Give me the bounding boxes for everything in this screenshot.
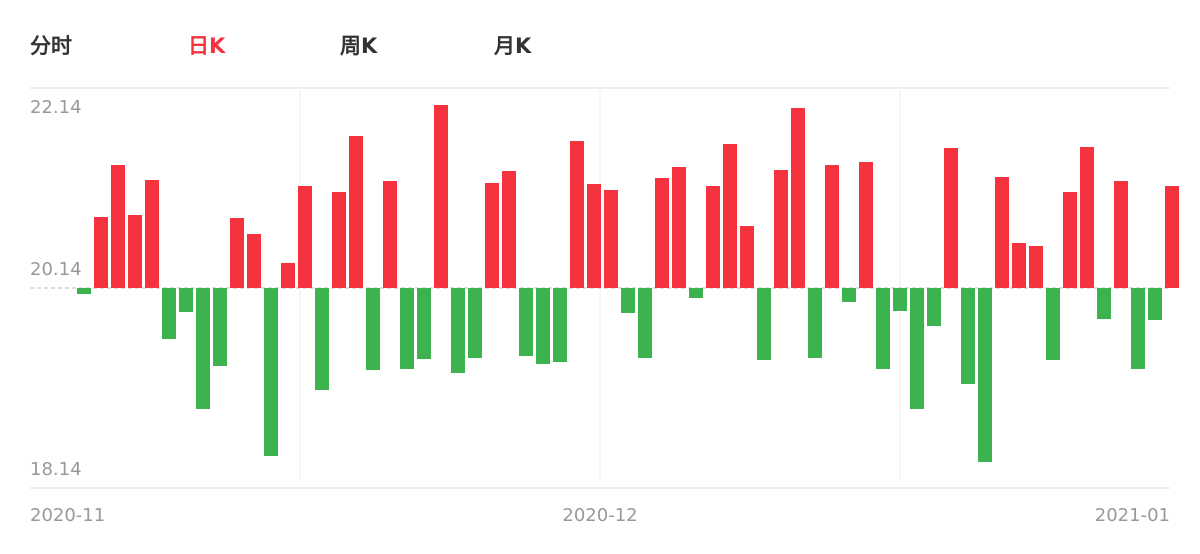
bar [757, 288, 771, 360]
bar [876, 288, 890, 369]
bar [264, 288, 278, 456]
bar [1080, 147, 1094, 288]
bar [995, 177, 1009, 288]
bar [1012, 243, 1026, 288]
bar [332, 192, 346, 288]
bar [910, 288, 924, 409]
bar [1063, 192, 1077, 288]
bar [451, 288, 465, 373]
bar [1046, 288, 1060, 360]
tab[interactable]: 周K [340, 34, 378, 58]
bar [553, 288, 567, 362]
bar [94, 217, 108, 288]
bar [689, 288, 703, 298]
bar [672, 167, 686, 288]
bar [349, 136, 363, 288]
bar [383, 181, 397, 288]
tab[interactable]: 日K [188, 34, 226, 58]
bar [638, 288, 652, 358]
bar [1114, 181, 1128, 288]
bar [128, 215, 142, 288]
y-tick-label: 18.14 [30, 459, 82, 480]
bar [162, 288, 176, 339]
bar [417, 288, 431, 359]
bar [145, 180, 159, 288]
bar [893, 288, 907, 311]
bar [621, 288, 635, 313]
y-tick-label: 22.14 [30, 97, 82, 118]
bar [1165, 186, 1179, 288]
bar [111, 165, 125, 288]
bar [213, 288, 227, 366]
x-tick-label: 2021-01 [1095, 505, 1170, 526]
bar [502, 171, 516, 288]
bar [196, 288, 210, 409]
x-tick-label: 2020-11 [30, 505, 105, 526]
bar [468, 288, 482, 358]
bar [842, 288, 856, 302]
x-tick-label: 2020-12 [562, 505, 637, 526]
bar [655, 178, 669, 288]
bar [1148, 288, 1162, 320]
bar [808, 288, 822, 358]
bar [774, 170, 788, 288]
bar [706, 186, 720, 288]
bar [1097, 288, 1111, 319]
bar [859, 162, 873, 288]
bar [230, 218, 244, 288]
bar [723, 144, 737, 288]
tab[interactable]: 月K [494, 34, 532, 58]
bar [961, 288, 975, 384]
y-tick-label: 20.14 [30, 259, 82, 280]
bar [519, 288, 533, 356]
bar [247, 234, 261, 288]
bar [1029, 246, 1043, 288]
bar [978, 288, 992, 462]
bar [434, 105, 448, 288]
bar [366, 288, 380, 370]
bar [400, 288, 414, 369]
bar [485, 183, 499, 288]
bar [281, 263, 295, 288]
tab[interactable]: 分时 [30, 34, 72, 58]
bar [1131, 288, 1145, 369]
bar [944, 148, 958, 288]
bar [570, 141, 584, 288]
bar [315, 288, 329, 390]
bar [298, 186, 312, 288]
bar [77, 288, 91, 294]
bar [740, 226, 754, 288]
bar [587, 184, 601, 288]
bar [604, 190, 618, 288]
bar [179, 288, 193, 312]
bar [927, 288, 941, 326]
bar [791, 108, 805, 288]
bar [825, 165, 839, 288]
bar [536, 288, 550, 364]
